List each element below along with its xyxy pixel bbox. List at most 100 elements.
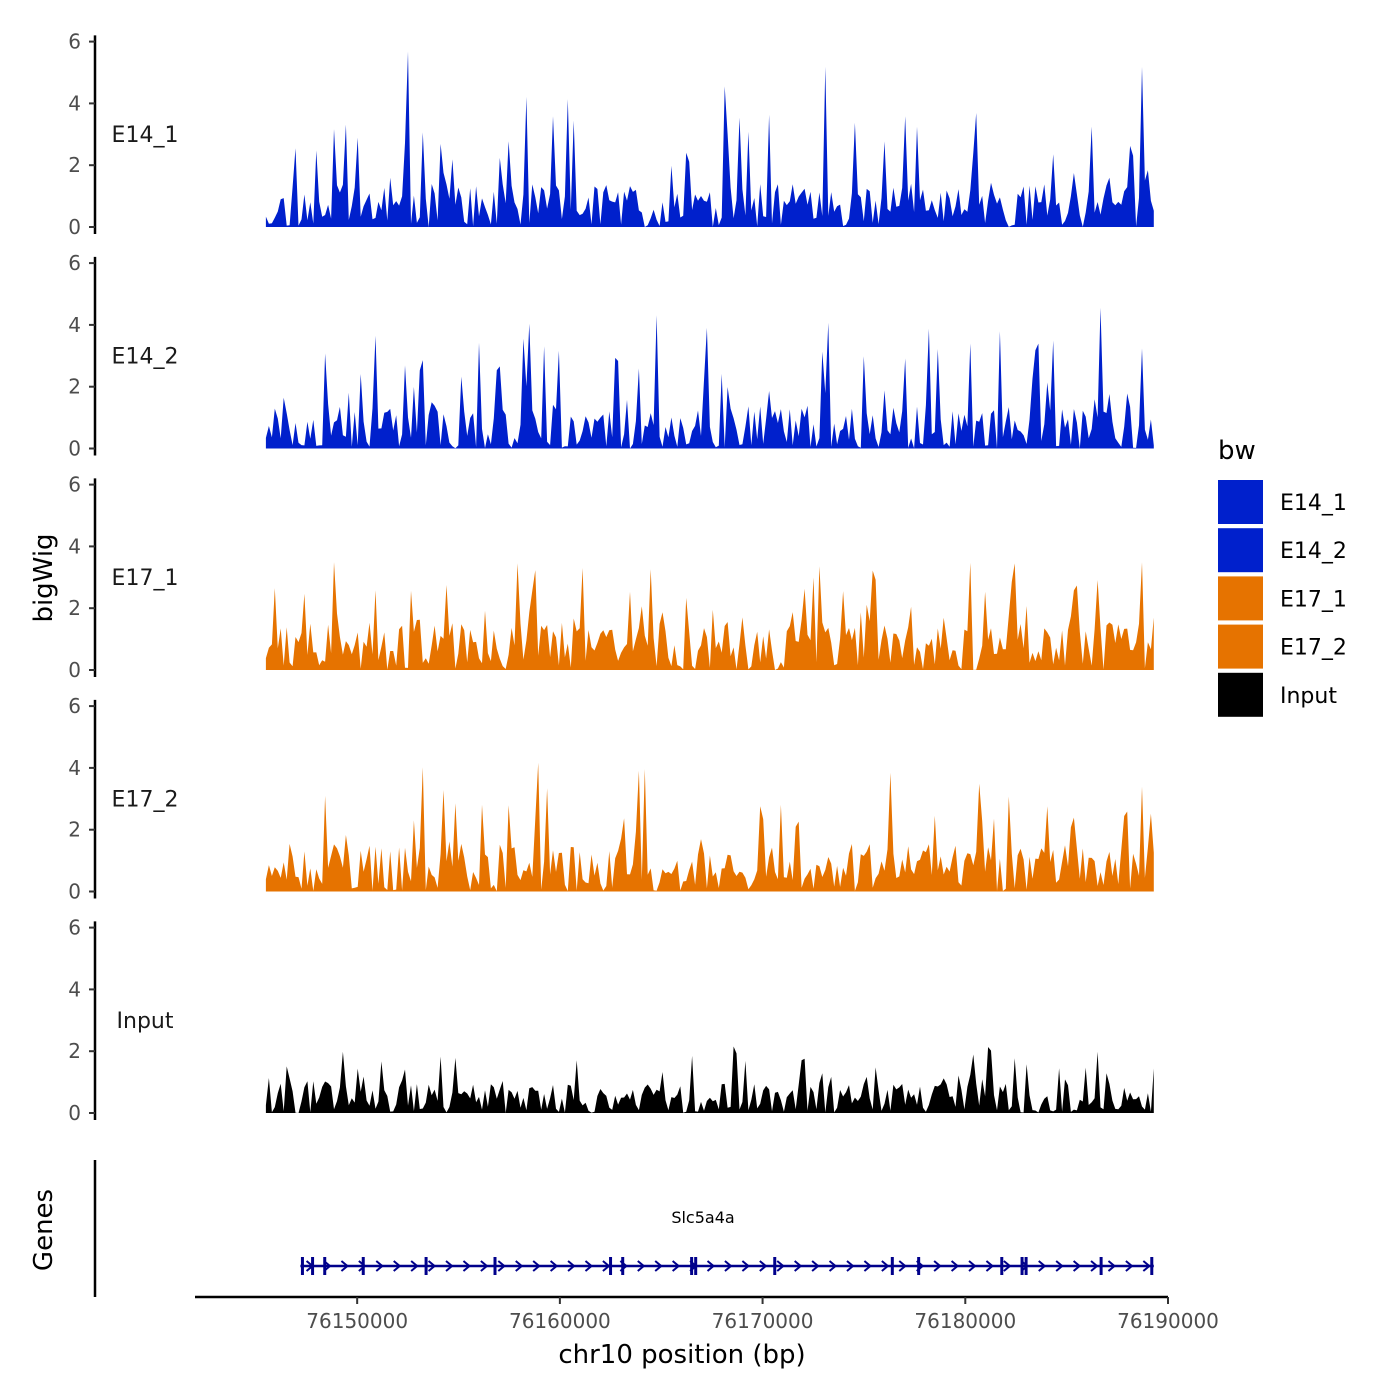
track-label: E17_2: [112, 788, 179, 813]
signal-area-Input: [265, 1046, 1154, 1113]
strand-arrow: [497, 1260, 506, 1272]
strand-arrow: [933, 1260, 942, 1272]
strand-arrow: [846, 1260, 855, 1272]
strand-arrow: [445, 1260, 454, 1272]
y-axis-title: bigWig: [29, 533, 59, 622]
strand-arrow: [567, 1260, 576, 1272]
track-label: E14_2: [112, 345, 179, 370]
y-tick-label: 2: [68, 375, 81, 399]
strand-arrow: [950, 1260, 960, 1272]
legend-label: E14_2: [1280, 539, 1347, 564]
strand-arrow: [776, 1260, 785, 1272]
track-label: Input: [117, 1009, 174, 1034]
strand-arrow: [375, 1260, 384, 1272]
y-tick-label: 6: [68, 473, 81, 497]
y-tick-label: 6: [68, 916, 81, 940]
y-tick-label: 0: [68, 658, 81, 682]
y-tick-label: 6: [68, 694, 81, 718]
strand-arrow: [881, 1260, 890, 1272]
y-tick-label: 2: [68, 818, 81, 842]
track-label: E17_1: [112, 566, 179, 591]
strand-arrow: [828, 1260, 838, 1272]
strand-arrow: [863, 1260, 872, 1272]
y-tick-label: 0: [68, 437, 81, 461]
strand-arrow: [811, 1260, 820, 1272]
strand-arrow: [724, 1260, 733, 1272]
strand-arrow: [1107, 1260, 1117, 1272]
x-tick-label: 76160000: [509, 1309, 611, 1333]
legend-swatch: [1218, 672, 1263, 717]
signal-area-E17_1: [265, 562, 1154, 670]
strand-arrow: [706, 1260, 716, 1272]
x-tick-label: 76190000: [1117, 1309, 1219, 1333]
track-Input: 0 2 4 6 Input: [68, 916, 1154, 1125]
strand-arrow: [1003, 1260, 1012, 1272]
y-tick-label: 4: [68, 756, 81, 780]
track-label: E14_1: [112, 123, 179, 148]
strand-arrow: [637, 1260, 646, 1272]
y-tick-label: 2: [68, 1039, 81, 1063]
strand-arrow: [532, 1260, 541, 1272]
x-tick-label: 76170000: [712, 1309, 814, 1333]
y-tick-label: 4: [68, 91, 81, 115]
strand-arrow: [602, 1260, 611, 1272]
track-E17_1: 0 2 4 6 E17_1: [68, 473, 1154, 682]
tracks-layer: 0 2 4 6 E14_1 0 2 4 6 E14_2 0 2 4 6 E17_1 0 2 4 6 E17_2 0 2 4 6…: [68, 30, 1154, 1125]
legend-item-E17_1: E17_1: [1218, 576, 1347, 621]
x-tick-label: 76150000: [306, 1309, 408, 1333]
track-E14_1: 0 2 4 6 E14_1: [68, 30, 1154, 239]
legend-label: E17_1: [1280, 587, 1347, 612]
strand-arrow: [985, 1260, 994, 1272]
strand-arrow: [393, 1260, 402, 1272]
strand-arrow: [410, 1260, 419, 1272]
strand-arrow: [1142, 1260, 1151, 1272]
legend-swatch: [1218, 624, 1263, 669]
strand-arrow: [549, 1260, 559, 1272]
strand-arrow: [741, 1260, 750, 1272]
signal-area-E14_1: [265, 51, 1154, 227]
strand-arrow: [898, 1260, 907, 1272]
strand-arrow: [1055, 1260, 1064, 1272]
legend-swatch: [1218, 528, 1263, 573]
signal-area-E14_2: [265, 307, 1154, 449]
legend-label: E17_2: [1280, 636, 1347, 661]
y-tick-label: 0: [68, 215, 81, 239]
strand-arrow: [480, 1260, 489, 1272]
strand-arrow: [1038, 1260, 1047, 1272]
x-tick-label: 76180000: [914, 1309, 1016, 1333]
y-tick-label: 4: [68, 977, 81, 1001]
genes-panel: Slc5a4a: [93, 1160, 1154, 1297]
legend-item-E14_1: E14_1: [1218, 480, 1347, 524]
strand-arrow: [427, 1260, 437, 1272]
legend-label: Input: [1280, 684, 1337, 709]
strand-arrow: [515, 1260, 524, 1272]
legend-item-E17_2: E17_2: [1218, 624, 1347, 669]
y-tick-label: 6: [68, 30, 81, 54]
legend-item-Input: Input: [1218, 672, 1337, 717]
strand-arrow: [671, 1260, 681, 1272]
strand-arrow: [584, 1260, 594, 1272]
y-tick-label: 0: [68, 1101, 81, 1125]
strand-arrow: [358, 1260, 367, 1272]
x-axis-title: chr10 position (bp): [558, 1340, 805, 1370]
legend-item-E14_2: E14_2: [1218, 528, 1347, 573]
legend-swatch: [1218, 576, 1263, 621]
y-tick-label: 6: [68, 251, 81, 275]
track-E17_2: 0 2 4 6 E17_2: [68, 694, 1154, 904]
strand-arrow: [1090, 1260, 1099, 1272]
gene-name: Slc5a4a: [671, 1208, 734, 1227]
strand-arrow: [794, 1260, 803, 1272]
y-tick-label: 2: [68, 153, 81, 177]
track-E14_2: 0 2 4 6 E14_2: [68, 251, 1154, 461]
y-tick-label: 0: [68, 880, 81, 904]
y-tick-label: 4: [68, 534, 81, 558]
y-tick-label: 4: [68, 313, 81, 337]
signal-area-E17_2: [265, 762, 1154, 892]
genes-axis-title: Genes: [29, 1189, 59, 1271]
strand-arrow: [759, 1260, 768, 1272]
legend-swatch: [1218, 480, 1263, 524]
strand-arrow: [462, 1260, 472, 1272]
legend-title: bw: [1218, 436, 1256, 466]
strand-arrow: [1125, 1260, 1134, 1272]
